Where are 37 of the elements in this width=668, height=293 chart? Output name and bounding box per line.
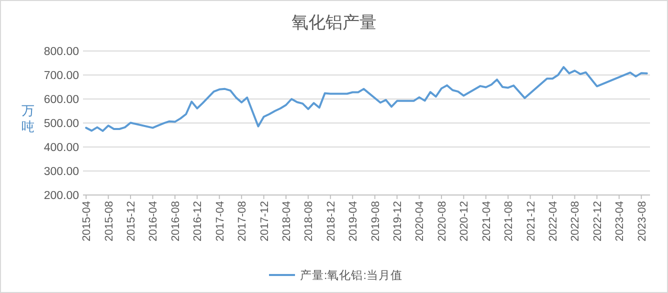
- x-tick-label: 2016-04: [148, 201, 160, 242]
- x-tick-label: 2020-08: [436, 201, 448, 242]
- chart-title: 氧化铝产量: [292, 13, 376, 32]
- x-tick-label: 2017-04: [214, 201, 226, 242]
- x-tick-label: 2018-08: [303, 201, 316, 242]
- x-tick-label: 2020-12: [458, 201, 471, 242]
- x-tick-label: 2015-08: [103, 201, 116, 242]
- x-tick-label: 2019-12: [392, 201, 404, 242]
- line-series: [85, 66, 648, 132]
- y-tick-label: 600.00: [44, 94, 79, 106]
- x-tick-label: 2018-04: [280, 201, 293, 242]
- x-tick-label: 2019-08: [370, 201, 382, 242]
- y-tick-label: 400.00: [44, 142, 79, 154]
- y-tick-label: 700.00: [44, 70, 79, 82]
- x-tick-label: 2017-12: [258, 201, 271, 242]
- x-tick-label: 2023-08: [636, 201, 648, 242]
- x-tick-label: 2023-04: [614, 201, 626, 242]
- x-tick-label: 2022-04: [548, 201, 560, 242]
- x-tick-label: 2021-12: [525, 201, 538, 242]
- x-tick-label: 2015-04: [81, 201, 94, 242]
- x-tick-label: 2022-12: [592, 201, 604, 242]
- x-tick-label: 2018-12: [325, 201, 338, 242]
- x-tick-label: 2019-04: [348, 201, 360, 242]
- y-axis-title: 万吨: [22, 103, 34, 134]
- x-tick-label: 2020-04: [414, 201, 426, 242]
- x-tick-label: 2021-08: [503, 201, 516, 242]
- x-tick-label: 2016-12: [192, 201, 204, 242]
- x-tick-label: 2021-04: [480, 201, 493, 242]
- x-tick-label: 2016-08: [170, 201, 182, 242]
- x-tick-label: 2015-12: [126, 201, 138, 242]
- x-tick-label: 2022-08: [570, 201, 582, 242]
- y-tick-label: 800.00: [44, 46, 79, 58]
- legend-label: 产量:氧化铝:当月值: [300, 268, 402, 282]
- x-tick-label: 2017-08: [236, 201, 249, 242]
- y-tick-label: 500.00: [44, 118, 79, 130]
- y-tick-label: 300.00: [44, 166, 79, 178]
- y-tick-label: 200.00: [44, 190, 79, 202]
